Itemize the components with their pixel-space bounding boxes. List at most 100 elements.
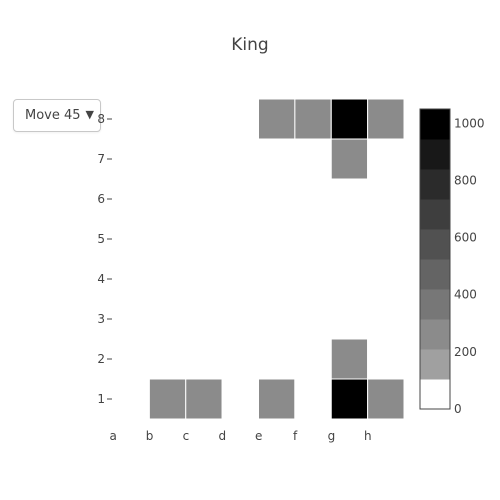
heatmap-cell-e3 [258,298,296,340]
heatmap-cell-d6 [221,178,259,220]
colorbar-tick-label: 200 [454,345,477,359]
heatmap-cell-h8 [367,98,405,140]
heatmap-cell-a3 [112,298,150,340]
x-tick-label: e [255,429,262,443]
y-tick-label: 7 [97,152,105,166]
x-tick-label: f [293,429,298,443]
heatmap-cell-h3 [367,298,405,340]
y-tick-label: 4 [97,272,105,286]
heatmap-cell-h5 [367,218,405,260]
heatmap-cell-g4 [330,258,369,300]
heatmap-cell-b1 [148,378,187,420]
y-tick-label: 2 [97,352,105,366]
heatmap-cell-d8 [221,98,259,140]
heatmap-cell-g7 [330,138,369,180]
heatmap-cell-g8 [330,98,369,140]
heatmap-cell-e2 [258,338,296,380]
heatmap-cell-c4 [185,258,223,300]
colorbar-segment [420,109,450,140]
heatmap-cell-e4 [258,258,296,300]
x-tick-label: g [328,429,336,443]
heatmap-cell-d7 [221,138,259,180]
heatmap-cells [112,98,405,420]
heatmap-cell-d2 [221,338,259,380]
colorbar-segment [420,139,450,170]
colorbar-segment [420,259,450,290]
y-tick-label: 1 [97,392,105,406]
heatmap-cell-f7 [294,138,332,180]
heatmap-cell-e8 [258,98,296,140]
colorbar-segment [420,319,450,350]
heatmap-cell-c6 [185,178,223,220]
x-axis: a b c d e f g h [110,429,372,443]
heatmap-cell-f2 [294,338,332,380]
heatmap-cell-e6 [258,178,296,220]
heatmap-cell-c5 [185,218,223,260]
colorbar-segment [420,349,450,380]
heatmap-cell-b8 [148,98,187,140]
heatmap-cell-c2 [185,338,223,380]
heatmap-cell-h7 [367,138,405,180]
x-tick-label: c [183,429,190,443]
heatmap-cell-e5 [258,218,296,260]
heatmap-cell-g6 [330,178,369,220]
heatmap-cell-g1 [330,378,369,420]
heatmap-cell-f1 [294,378,332,420]
y-tick-label: 6 [97,192,105,206]
heatmap-cell-e1 [258,378,296,420]
heatmap-cell-a1 [112,378,150,420]
y-axis: 1 2 3 4 5 6 7 8 [97,112,112,406]
colorbar-segment [420,379,450,410]
heatmap-cell-b6 [148,178,187,220]
heatmap-cell-c7 [185,138,223,180]
x-tick-label: b [146,429,154,443]
heatmap-cell-a4 [112,258,150,300]
heatmap-cell-c3 [185,298,223,340]
heatmap-cell-a6 [112,178,150,220]
heatmap-cell-a5 [112,218,150,260]
y-tick-label: 5 [97,232,105,246]
heatmap-cell-a7 [112,138,150,180]
heatmap-cell-b5 [148,218,187,260]
heatmap-cell-f4 [294,258,332,300]
heatmap-cell-b2 [148,338,187,380]
x-tick-label: h [364,429,372,443]
heatmap-cell-g5 [330,218,369,260]
colorbar-segment [420,229,450,260]
heatmap-cell-a2 [112,338,150,380]
heatmap-cell-f6 [294,178,332,220]
x-tick-label: d [219,429,227,443]
heatmap-cell-h2 [367,338,405,380]
colorbar-segment [420,169,450,200]
heatmap-cell-d4 [221,258,259,300]
heatmap-cell-f5 [294,218,332,260]
colorbar-outline [419,108,451,410]
heatmap-cell-g2 [330,338,369,380]
move-dropdown[interactable]: Move 45 ▼ [13,99,101,132]
colorbar-tick-label: 0 [454,402,462,416]
heatmap-cell-d5 [221,218,259,260]
heatmap-cell-b4 [148,258,187,300]
heatmap-cell-h4 [367,258,405,300]
heatmap-cell-f8 [294,98,332,140]
heatmap-cell-f3 [294,298,332,340]
y-tick-label: 3 [97,312,105,326]
colorbar-segment [420,199,450,230]
colorbar-tick-label: 800 [454,173,477,187]
heatmap-cell-b7 [148,138,187,180]
heatmap-cell-a8 [112,98,150,140]
x-tick-label: a [110,429,117,443]
colorbar-tick-label: 400 [454,288,477,302]
y-tick-label: 8 [97,112,105,126]
heatmap-cell-d1 [221,378,259,420]
chart-title: King [231,35,268,55]
move-dropdown-label: Move 45 [25,108,81,123]
heatmap-cell-h6 [367,178,405,220]
heatmap-cell-h1 [367,378,405,420]
heatmap-cell-c8 [185,98,223,140]
heatmap-cell-e7 [258,138,296,180]
colorbar-tick-label: 600 [454,231,477,245]
triangle-down-icon: ▼ [85,108,94,121]
heatmap-cell-c1 [185,378,223,420]
